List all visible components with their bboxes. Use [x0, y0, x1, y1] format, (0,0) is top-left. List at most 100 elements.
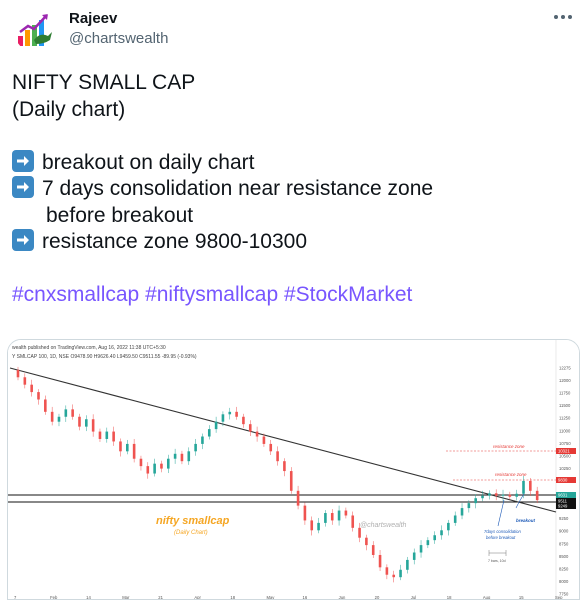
candle-body	[344, 510, 348, 516]
candle-body	[365, 537, 368, 546]
y-tick-label: 11000	[559, 428, 571, 433]
candle-body	[515, 493, 518, 497]
y-tick-label: 8500	[559, 554, 569, 559]
candle-body	[91, 419, 95, 432]
y-tick-label: 8750	[559, 541, 569, 546]
candle-body	[310, 520, 314, 531]
candle-body	[269, 443, 273, 452]
candle-body	[419, 545, 423, 553]
candle-body	[276, 451, 279, 462]
price-tag	[556, 498, 576, 504]
candle-body	[166, 458, 170, 469]
x-tick-label: May	[266, 595, 275, 600]
candle-body	[98, 431, 102, 439]
candle-body	[317, 522, 320, 531]
resistance-label-upper: resistance zone	[493, 444, 525, 449]
breakout-label: breakout	[516, 518, 536, 523]
candle-body	[132, 443, 136, 459]
bullet-line-2-continued: before breakout	[46, 203, 194, 227]
candle-body	[535, 490, 539, 501]
candle-body	[467, 503, 471, 509]
x-tick-label: Apr	[194, 595, 201, 600]
right-arrow-emoji-icon	[12, 176, 34, 198]
candle-body	[529, 480, 532, 491]
consolidation-label-1: 7days consolidation	[484, 529, 521, 534]
hashtag-line: #cnxsmallcap #niftysmallcap #StockMarket	[12, 282, 572, 309]
author-avatar[interactable]	[14, 10, 56, 52]
candle-body	[23, 377, 27, 385]
candle-body	[412, 552, 416, 560]
chart-bull-logo-icon	[18, 14, 52, 46]
x-tick-label: Feb	[50, 595, 58, 600]
candle-body	[378, 554, 382, 568]
bullet-line-2: 7 days consolidation near resistance zon…	[12, 176, 572, 203]
y-tick-label: 9000	[559, 529, 569, 534]
candle-body	[16, 369, 20, 378]
bullet-text: breakout on daily chart	[42, 150, 255, 174]
y-tick-label: 12275	[559, 366, 571, 371]
x-tick-label: 16	[303, 595, 308, 600]
candle-body	[399, 569, 402, 578]
author-handle[interactable]: @chartswealth	[69, 30, 169, 47]
candle-body	[324, 513, 327, 523]
resistance-label-lower: resistance zone	[495, 472, 527, 477]
bullet-text: 7 days consolidation near resistance zon…	[42, 177, 434, 200]
candle-body	[447, 522, 450, 531]
candle-body	[351, 515, 355, 528]
x-tick-label: Aug	[483, 595, 491, 600]
chart-image[interactable]: wealth published on TradingView.com, Aug…	[7, 339, 580, 600]
candle-body	[522, 480, 525, 494]
y-tick-label: 7750	[559, 592, 569, 597]
candle-body	[385, 567, 389, 575]
candle-body	[235, 411, 238, 417]
candle-body	[50, 411, 54, 422]
candle-body	[37, 392, 40, 400]
candle-body	[201, 436, 204, 444]
candle-body	[501, 494, 505, 496]
x-tick-label: 7	[14, 595, 17, 600]
right-arrow-emoji-icon	[12, 229, 34, 251]
candle-body	[337, 510, 341, 521]
chart-watermark: @chartswealth	[360, 522, 407, 529]
candle-body	[248, 424, 252, 432]
candle-body	[508, 494, 512, 497]
y-tick-label: 11250	[559, 416, 571, 421]
x-tick-label: 18	[447, 595, 452, 600]
candle-body	[180, 453, 184, 462]
hashtag-link[interactable]: #niftysmallcap	[145, 283, 279, 306]
bullet-line-1: breakout on daily chart	[12, 149, 572, 177]
y-tick-label: 9250	[559, 516, 569, 521]
candle-body	[173, 453, 177, 459]
x-tick-label: Mar	[122, 595, 130, 600]
price-tag-label: 9830	[558, 478, 568, 483]
candle-body	[371, 545, 375, 555]
candle-body	[296, 490, 300, 506]
more-options-button[interactable]	[548, 4, 578, 30]
price-tag-label: 9511	[558, 499, 568, 504]
author-name[interactable]: Rajeev	[69, 10, 118, 27]
candle-body	[289, 471, 293, 491]
candle-body	[358, 527, 361, 538]
candle-body	[160, 463, 163, 469]
candle-body	[57, 416, 61, 422]
candle-body	[146, 466, 150, 474]
hashtag-link[interactable]: #cnxsmallcap	[12, 283, 140, 306]
x-tick-label: 21	[158, 595, 163, 600]
candle-body	[78, 416, 81, 427]
candle-body	[194, 443, 197, 452]
candle-body	[85, 419, 88, 427]
candle-body	[125, 443, 129, 452]
candle-body	[440, 530, 443, 536]
right-arrow-emoji-icon	[12, 149, 34, 172]
candle-body	[187, 451, 191, 462]
price-tag	[556, 492, 576, 498]
tradingview-chart: wealth published on TradingView.com, Aug…	[8, 340, 579, 600]
chart-subtitle: (Daily Chart)	[174, 530, 208, 536]
candle-body	[221, 414, 225, 422]
candle-body	[153, 463, 156, 474]
candle-body	[214, 421, 218, 430]
hashtag-link[interactable]: #StockMarket	[283, 283, 413, 306]
x-tick-label: 14	[86, 595, 91, 600]
candle-body	[474, 498, 477, 504]
